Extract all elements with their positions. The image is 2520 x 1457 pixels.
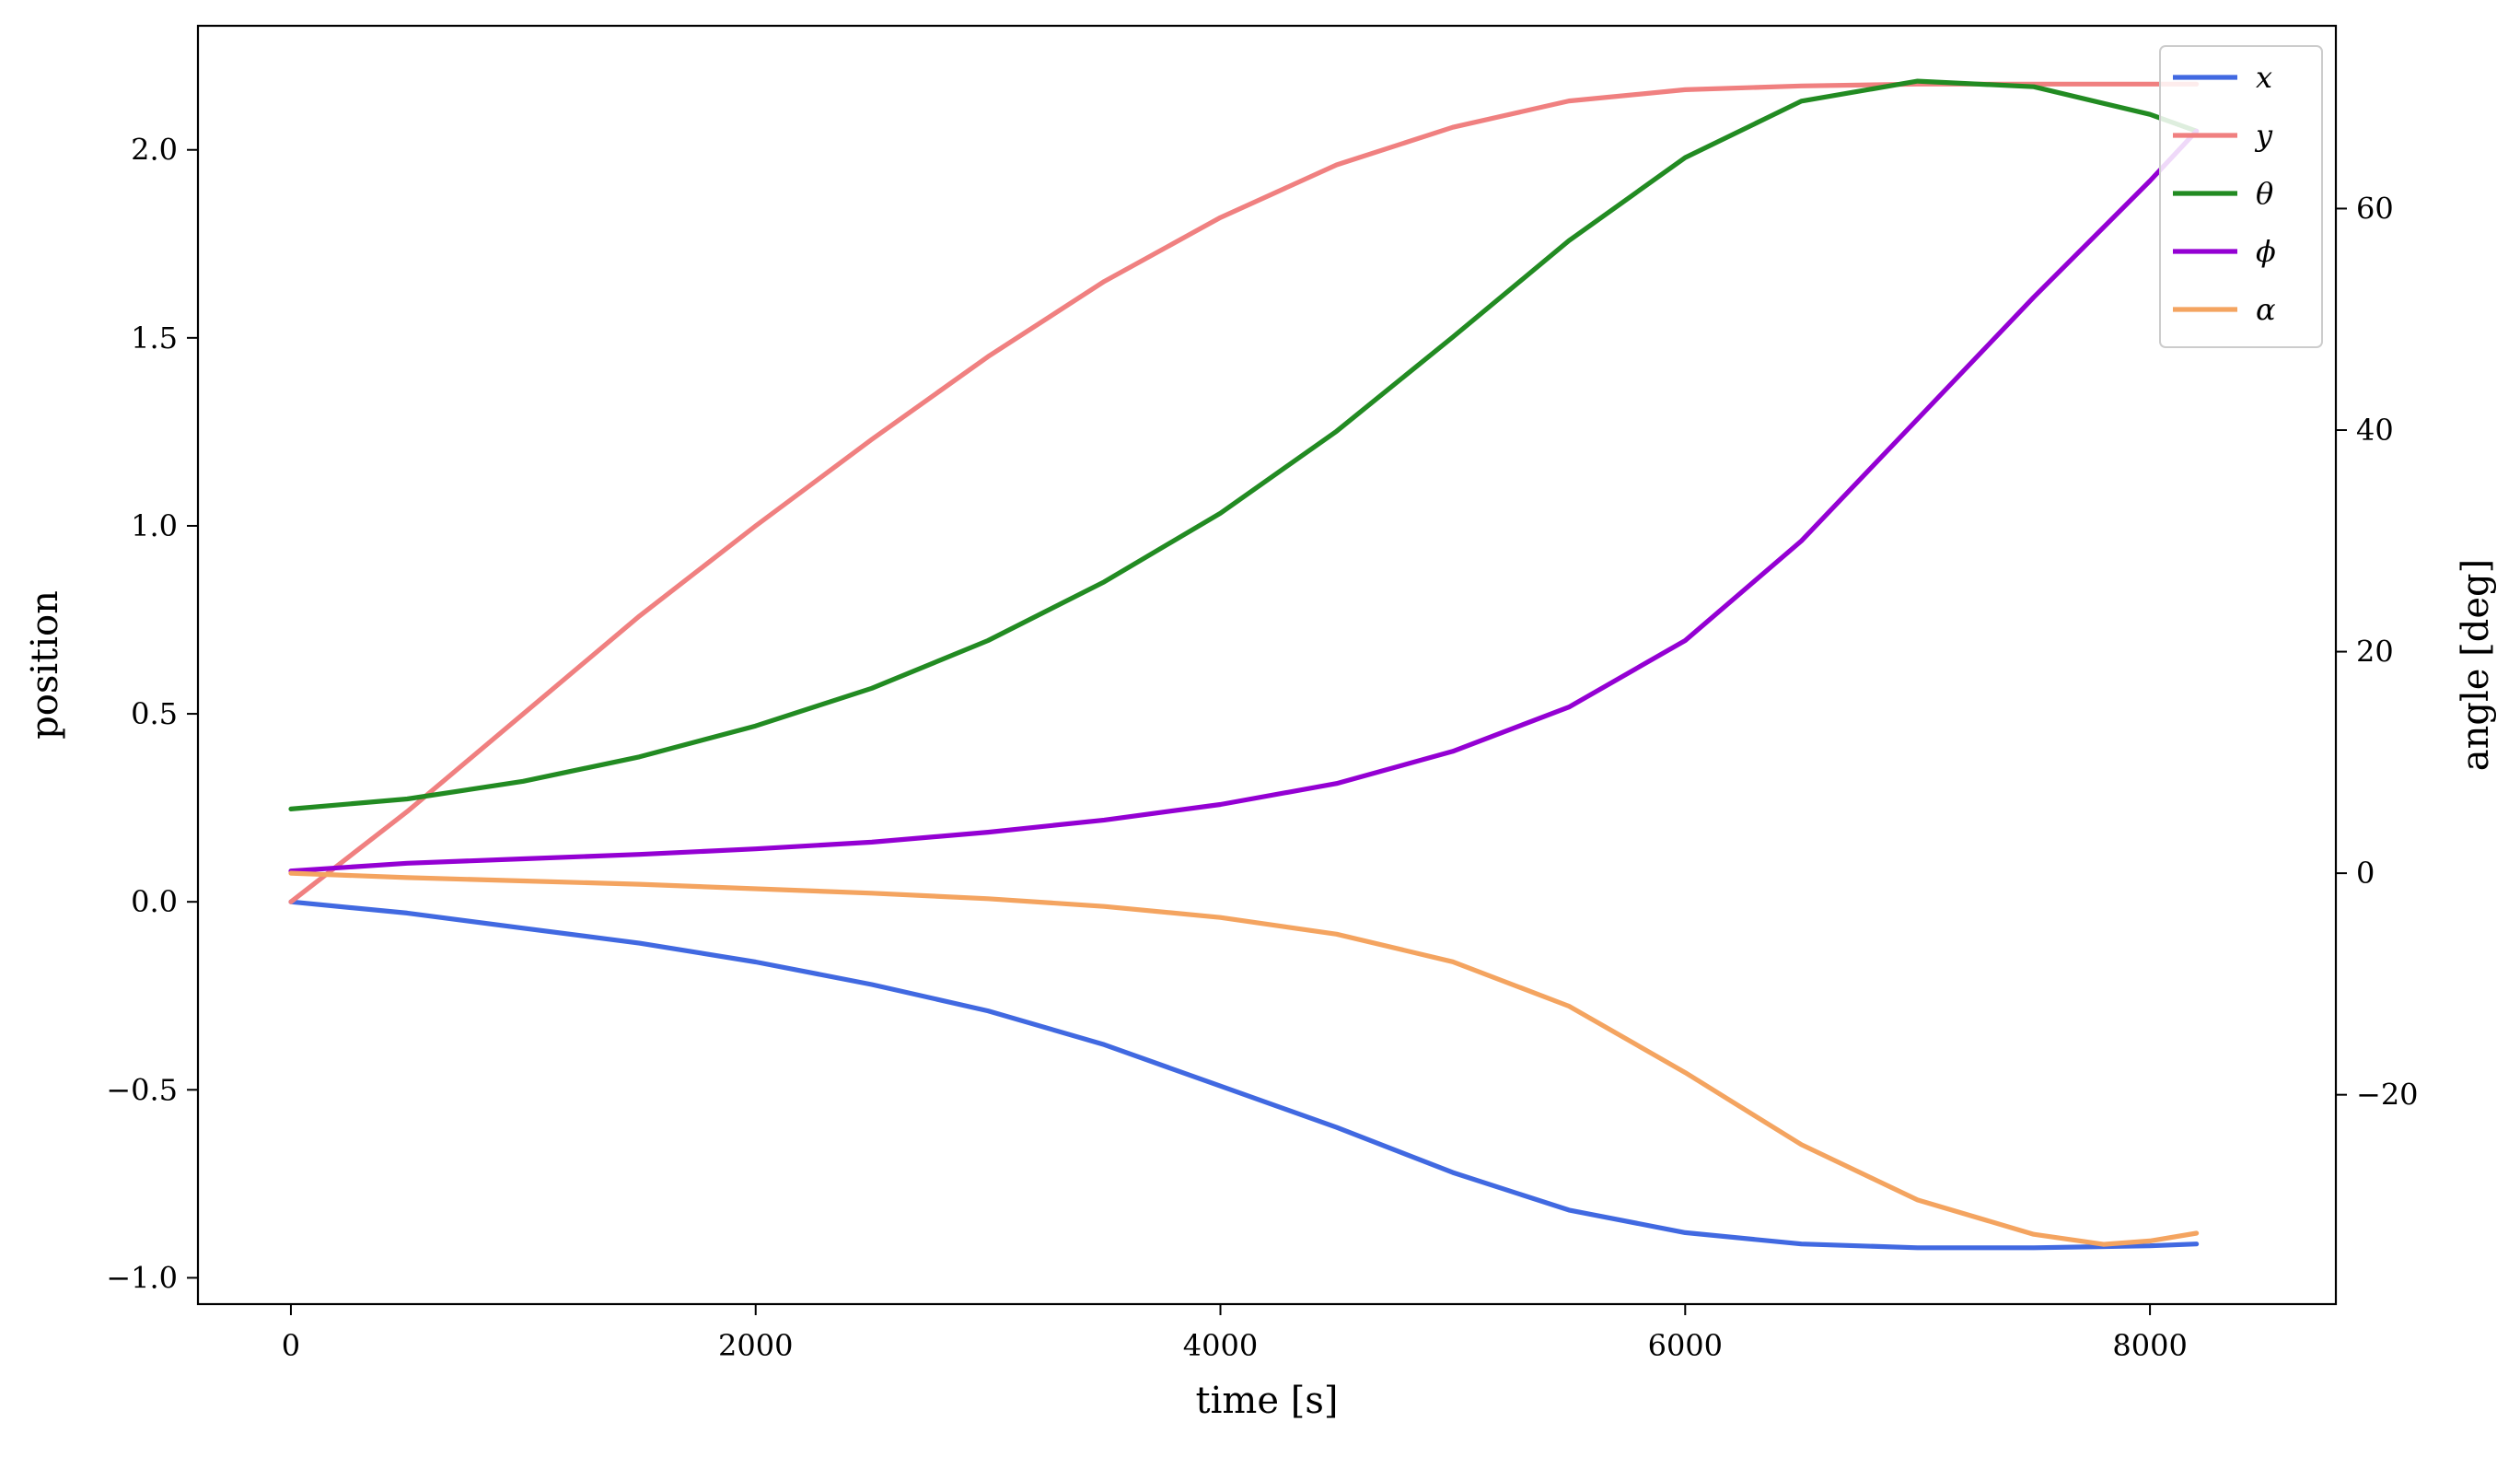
y2-tick-label: −20 xyxy=(2356,1078,2419,1113)
series-line-2 xyxy=(288,78,2200,812)
y-axis-ticks: −1.0 −0.5 0.0 0.5 1.0 1.5 2.0 xyxy=(106,133,198,1295)
legend-label: θ xyxy=(2256,176,2273,211)
y-tick-label: 0.0 xyxy=(131,884,178,919)
plot-lines xyxy=(288,78,2200,1251)
x-tick-label: 0 xyxy=(282,1328,300,1363)
y-tick-label: 1.0 xyxy=(131,508,178,543)
y2-axis-label: angle [deg] xyxy=(2455,559,2497,772)
y2-axis-ticks: −20 0 20 40 60 xyxy=(2336,191,2419,1113)
y2-tick-label: 40 xyxy=(2356,413,2394,448)
plot-frame xyxy=(196,24,2338,1306)
series-line-0 xyxy=(288,899,2200,1251)
legend-label: ϕ xyxy=(2256,234,2276,269)
legend-box xyxy=(2159,45,2323,348)
y2-tick-label: 0 xyxy=(2356,856,2375,891)
y-tick-label: 0.5 xyxy=(131,696,178,731)
y-tick-label: 1.5 xyxy=(131,321,178,356)
x-tick-label: 2000 xyxy=(718,1328,793,1363)
series-line-3 xyxy=(288,128,2200,874)
y-axis-label: position xyxy=(24,590,66,740)
x-tick-label: 6000 xyxy=(1648,1328,1723,1363)
y2-tick-label: 20 xyxy=(2356,635,2394,670)
x-axis-label: time [s] xyxy=(1196,1380,1339,1422)
legend-label: x xyxy=(2256,60,2272,95)
series-line-4 xyxy=(288,870,2200,1247)
y2-tick-label: 60 xyxy=(2356,191,2394,226)
y-tick-label: −1.0 xyxy=(106,1260,178,1295)
x-tick-label: 4000 xyxy=(1183,1328,1258,1363)
y-tick-label: −0.5 xyxy=(106,1072,178,1107)
y-tick-label: 2.0 xyxy=(131,133,178,168)
x-axis-ticks: 0 2000 4000 6000 8000 xyxy=(282,1304,2188,1363)
legend-label: α xyxy=(2256,292,2276,327)
legend-label: y xyxy=(2254,118,2273,153)
x-tick-label: 8000 xyxy=(2112,1328,2187,1363)
